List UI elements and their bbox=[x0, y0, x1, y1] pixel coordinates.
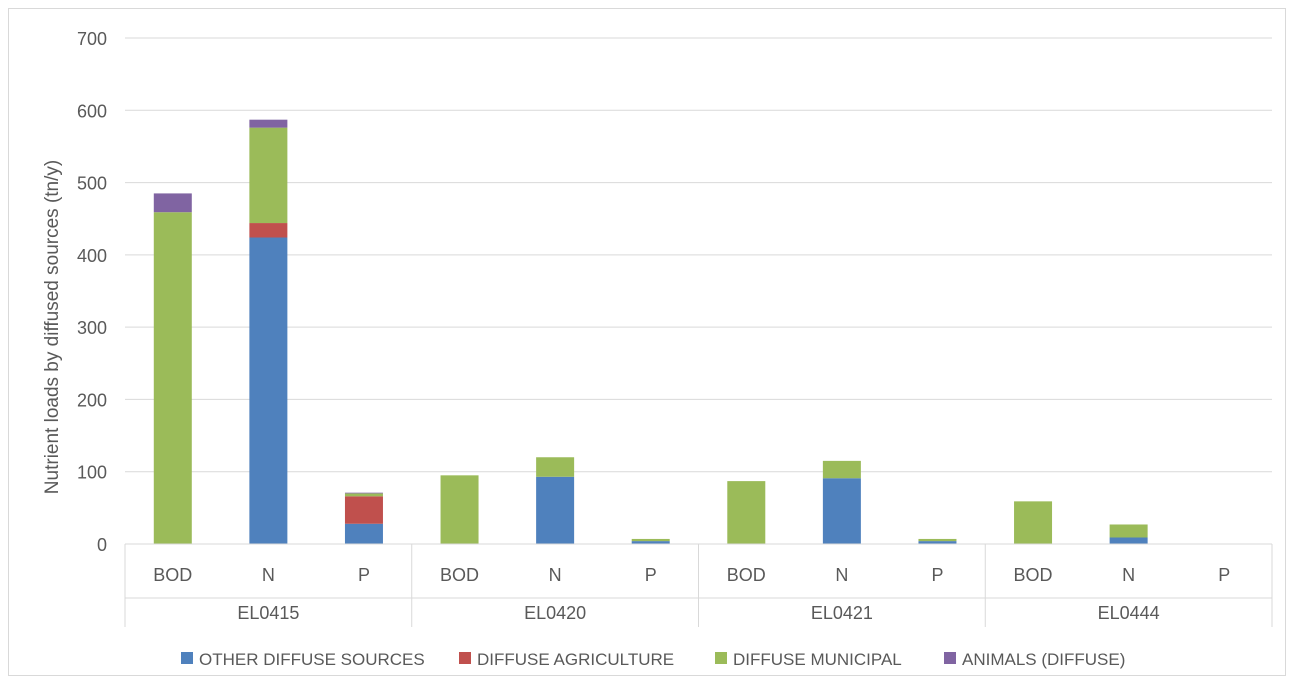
x-tick-label: N bbox=[262, 565, 275, 585]
group-label: EL0444 bbox=[1098, 603, 1160, 623]
legend-label: OTHER DIFFUSE SOURCES bbox=[199, 650, 425, 669]
bar-segment bbox=[918, 538, 957, 542]
x-tick-label: P bbox=[645, 565, 657, 585]
x-tick-label: N bbox=[549, 565, 562, 585]
y-tick-label: 300 bbox=[77, 318, 107, 338]
bar-segment bbox=[822, 460, 861, 479]
bar-segment bbox=[631, 541, 670, 544]
bar-segment bbox=[727, 481, 766, 544]
x-tick-label: N bbox=[1122, 565, 1135, 585]
bar-segment bbox=[1109, 537, 1148, 544]
bar-segment bbox=[631, 538, 670, 542]
bar-segment bbox=[536, 476, 575, 544]
x-tick-label: P bbox=[358, 565, 370, 585]
legend-swatch bbox=[181, 652, 193, 664]
group-label: EL0420 bbox=[524, 603, 586, 623]
y-tick-label: 0 bbox=[97, 535, 107, 555]
bar-segment bbox=[440, 475, 479, 544]
bar-segment bbox=[344, 492, 383, 494]
y-axis-label: Nutrient loads by diffused sources (tn/y… bbox=[42, 160, 63, 494]
legend-swatch bbox=[715, 652, 727, 664]
x-tick-label: BOD bbox=[1014, 565, 1053, 585]
y-tick-label: 700 bbox=[77, 29, 107, 49]
y-tick-label: 100 bbox=[77, 463, 107, 483]
x-axis: BOD N P BOD N P BOD N P BOD N P EL0415 EL0420 EL0421 EL… bbox=[124, 543, 1273, 627]
bar-segment bbox=[344, 523, 383, 544]
bar-segment bbox=[536, 457, 575, 477]
legend-swatch bbox=[944, 652, 956, 664]
bar-segment bbox=[153, 193, 192, 213]
bar-segment bbox=[822, 478, 861, 544]
y-axis-ticks: 0 100 200 300 400 500 600 700 bbox=[77, 29, 107, 555]
bar-segment bbox=[249, 223, 288, 238]
x-tick-label: P bbox=[931, 565, 943, 585]
gridlines bbox=[125, 37, 1272, 545]
legend-label: DIFFUSE AGRICULTURE bbox=[477, 650, 674, 669]
bar-segment bbox=[153, 212, 192, 545]
bar-segment bbox=[249, 119, 288, 128]
bars bbox=[153, 119, 1148, 545]
x-tick-label: BOD bbox=[727, 565, 766, 585]
bar-segment bbox=[249, 237, 288, 544]
y-tick-label: 200 bbox=[77, 390, 107, 410]
bar-segment bbox=[1109, 524, 1148, 538]
y-tick-label: 400 bbox=[77, 246, 107, 266]
legend-swatch bbox=[459, 652, 471, 664]
legend-label: DIFFUSE MUNICIPAL bbox=[733, 650, 902, 669]
y-tick-label: 600 bbox=[77, 101, 107, 121]
bar-segment bbox=[918, 541, 957, 544]
x-tick-label: N bbox=[835, 565, 848, 585]
legend: OTHER DIFFUSE SOURCES DIFFUSE AGRICULTURE… bbox=[181, 650, 1125, 669]
x-tick-label: P bbox=[1218, 565, 1230, 585]
legend-label: ANIMALS (DIFFUSE) bbox=[962, 650, 1125, 669]
bar-segment bbox=[1014, 501, 1053, 544]
chart-frame bbox=[8, 8, 1286, 676]
group-label: EL0415 bbox=[237, 603, 299, 623]
x-tick-label: BOD bbox=[440, 565, 479, 585]
bar-segment bbox=[249, 127, 288, 224]
x-tick-label: BOD bbox=[153, 565, 192, 585]
bar-segment bbox=[344, 493, 383, 497]
bar-segment bbox=[344, 496, 383, 524]
group-label: EL0421 bbox=[811, 603, 873, 623]
y-tick-label: 500 bbox=[77, 174, 107, 194]
